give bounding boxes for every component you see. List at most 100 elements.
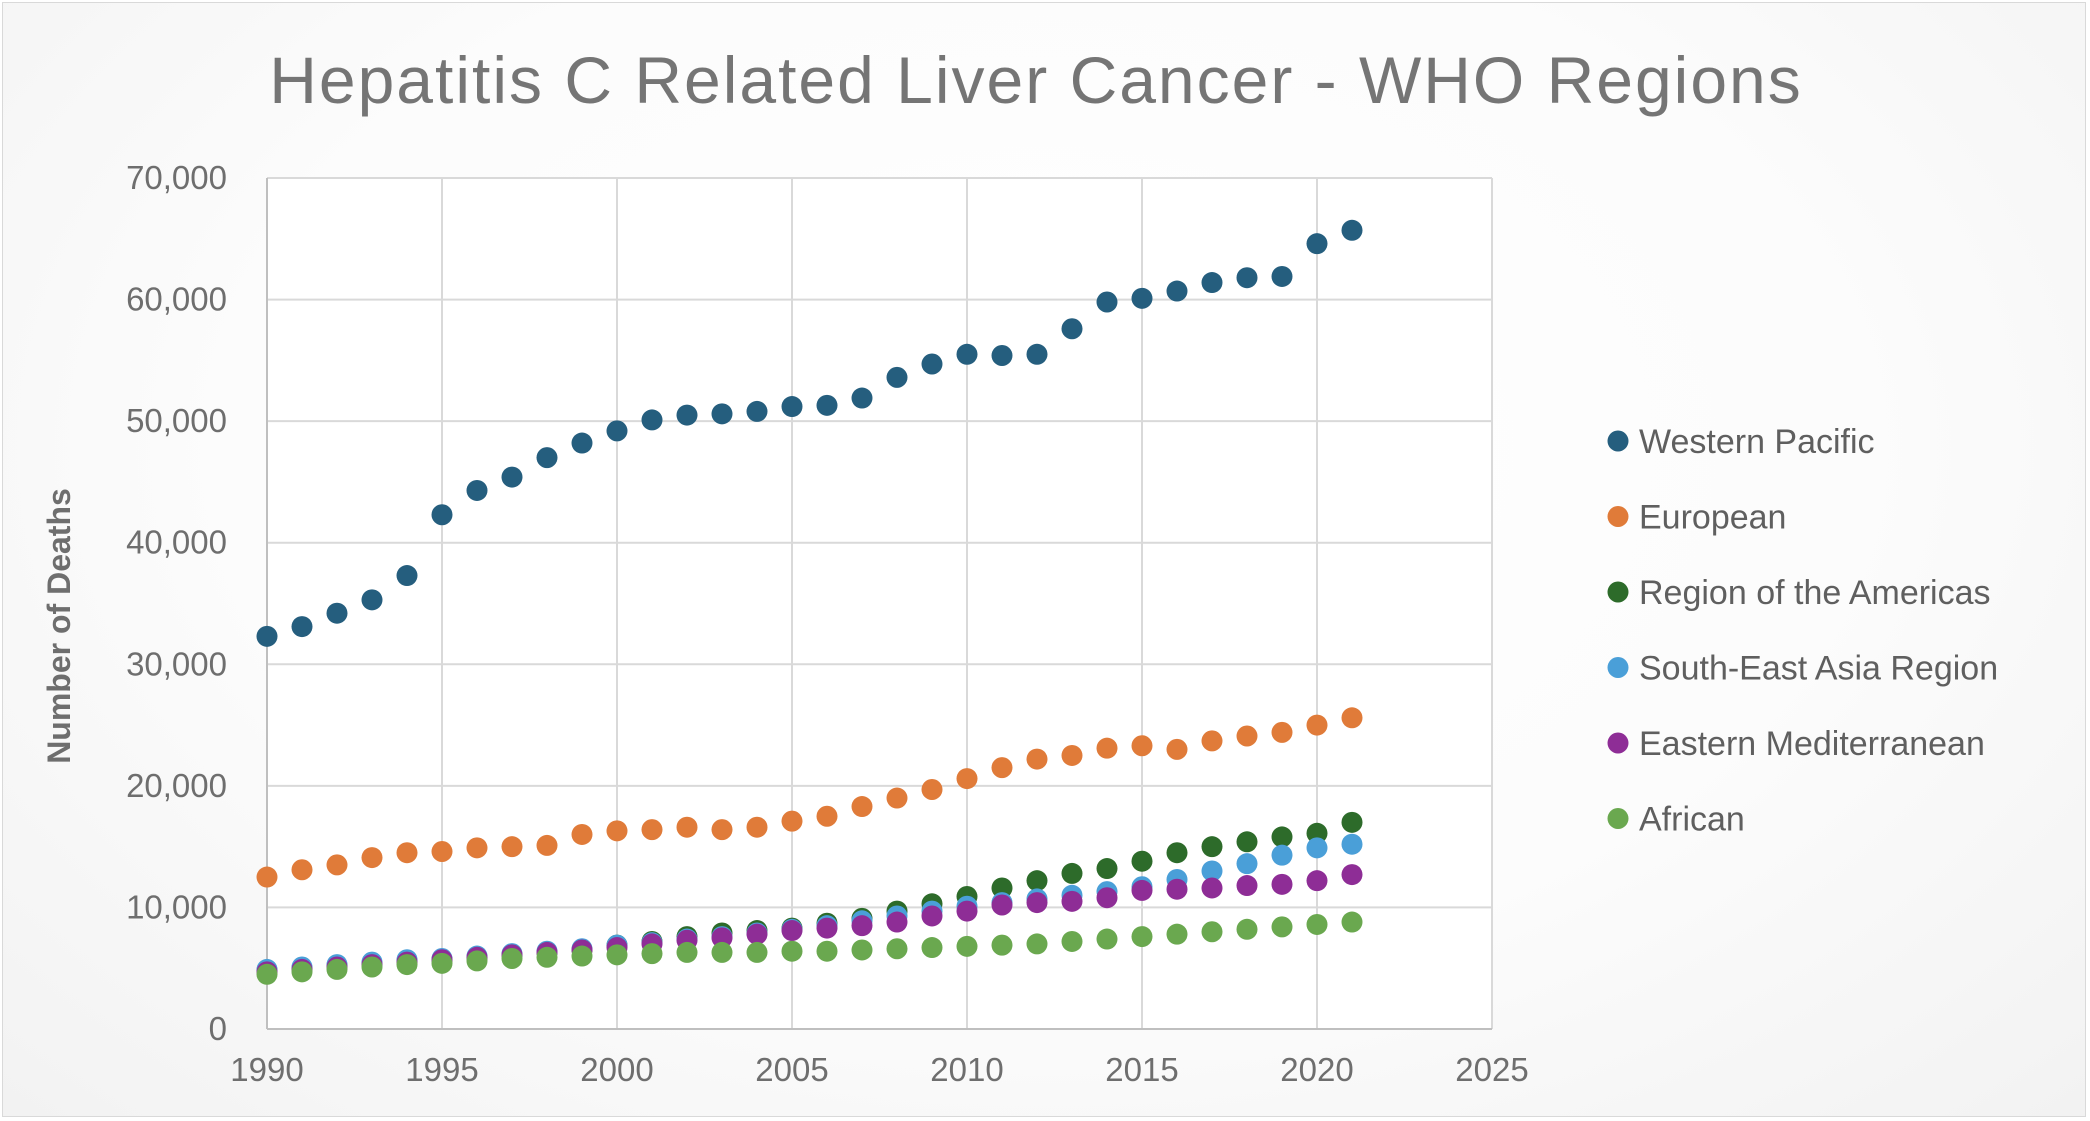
data-point <box>1271 916 1293 938</box>
data-point <box>851 796 873 818</box>
data-point <box>886 911 908 933</box>
data-point <box>1271 826 1293 848</box>
legend-label: Eastern Mediterranean <box>1639 725 1985 763</box>
data-point <box>711 403 733 425</box>
data-point <box>1201 921 1223 943</box>
data-point <box>1236 918 1258 940</box>
data-point <box>1061 930 1083 952</box>
data-point <box>1131 735 1153 757</box>
data-point <box>431 952 453 974</box>
legend-marker <box>1607 581 1629 603</box>
data-point <box>1201 730 1223 752</box>
data-point <box>361 956 383 978</box>
data-point <box>1341 911 1363 933</box>
data-point <box>466 479 488 501</box>
data-point <box>676 941 698 963</box>
data-point <box>886 787 908 809</box>
legend-marker <box>1607 808 1629 829</box>
data-point <box>571 945 593 967</box>
chart-title: Hepatitis C Related Liver Cancer - WHO R… <box>269 43 1803 117</box>
data-point <box>501 947 523 969</box>
data-point <box>921 779 943 801</box>
x-tick-label: 2020 <box>1280 1051 1353 1088</box>
data-point <box>396 842 418 864</box>
data-point <box>466 950 488 972</box>
data-point <box>956 900 978 922</box>
data-point <box>886 366 908 388</box>
legend-label: Western Pacific <box>1639 423 1875 461</box>
legend-item: European <box>1607 499 1786 537</box>
data-point <box>291 859 313 881</box>
data-point <box>1236 831 1258 853</box>
data-point <box>1026 748 1048 770</box>
series-european <box>256 707 1363 888</box>
data-point <box>1271 721 1293 743</box>
legend-label: South-East Asia Region <box>1639 650 1998 688</box>
data-point <box>291 961 313 983</box>
data-point <box>536 946 558 968</box>
data-point <box>1166 738 1188 760</box>
data-point <box>1096 928 1118 950</box>
data-point <box>1271 265 1293 287</box>
data-point <box>1131 287 1153 309</box>
data-point <box>991 877 1013 899</box>
data-point <box>921 905 943 927</box>
data-point <box>816 940 838 962</box>
data-point <box>291 616 313 638</box>
x-tick-label: 2010 <box>930 1051 1003 1088</box>
y-tick-label: 60,000 <box>126 281 227 318</box>
data-point <box>991 894 1013 916</box>
y-tick-label: 40,000 <box>126 524 227 561</box>
data-point <box>466 837 488 859</box>
data-point <box>1201 877 1223 899</box>
data-point <box>571 823 593 845</box>
data-point <box>1131 850 1153 872</box>
data-point <box>431 504 453 526</box>
data-point <box>746 816 768 838</box>
data-point <box>431 841 453 863</box>
legend-item: Eastern Mediterranean <box>1607 725 1985 763</box>
y-tick-label: 50,000 <box>126 402 227 439</box>
data-point <box>1131 879 1153 901</box>
data-point <box>1306 233 1328 255</box>
data-point <box>1271 873 1293 895</box>
data-point <box>1271 844 1293 866</box>
data-point <box>1166 923 1188 945</box>
legend-marker <box>1607 732 1629 754</box>
data-point <box>816 805 838 827</box>
data-point <box>256 866 278 888</box>
series-african <box>256 911 1363 985</box>
data-point <box>1201 860 1223 882</box>
data-point <box>1131 926 1153 948</box>
legend-item: Region of the Americas <box>1607 574 1991 612</box>
legend-item: Western Pacific <box>1607 423 1875 461</box>
data-point <box>536 447 558 469</box>
data-point <box>1306 913 1328 935</box>
data-point <box>816 394 838 416</box>
series-western-pacific <box>256 219 1363 647</box>
grid-layer <box>266 177 1493 1030</box>
data-point <box>1236 725 1258 747</box>
data-point <box>1166 842 1188 864</box>
data-point <box>1306 837 1328 859</box>
data-point <box>1341 864 1363 886</box>
x-tick-label: 2025 <box>1455 1051 1528 1088</box>
data-point <box>851 387 873 409</box>
legend: Western Pacific European Region of the Ame… <box>1607 423 1998 839</box>
data-point <box>256 625 278 647</box>
legend-label: Region of the Americas <box>1639 574 1991 612</box>
y-tick-label: 20,000 <box>126 767 227 804</box>
data-point <box>956 935 978 957</box>
data-point <box>1341 833 1363 855</box>
data-point <box>1236 853 1258 875</box>
data-point <box>1306 822 1328 844</box>
data-point <box>1026 343 1048 365</box>
data-point <box>361 589 383 611</box>
data-point <box>921 353 943 375</box>
points-layer <box>256 219 1363 985</box>
data-point <box>1201 836 1223 858</box>
data-point <box>886 938 908 960</box>
data-point <box>396 565 418 587</box>
y-axis-title: Number of Deaths <box>41 488 77 764</box>
